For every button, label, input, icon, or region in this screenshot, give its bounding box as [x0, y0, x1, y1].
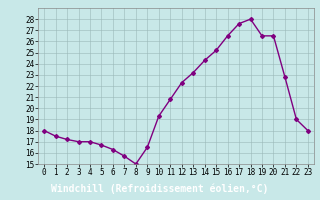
Text: Windchill (Refroidissement éolien,°C): Windchill (Refroidissement éolien,°C) [51, 183, 269, 194]
